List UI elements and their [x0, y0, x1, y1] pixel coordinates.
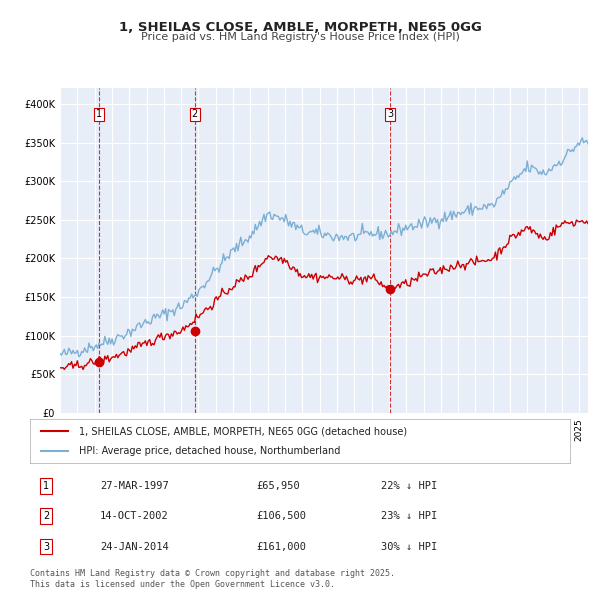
- Text: 23% ↓ HPI: 23% ↓ HPI: [381, 512, 437, 522]
- Text: £65,950: £65,950: [257, 481, 301, 491]
- Text: 1, SHEILAS CLOSE, AMBLE, MORPETH, NE65 0GG (detached house): 1, SHEILAS CLOSE, AMBLE, MORPETH, NE65 0…: [79, 427, 407, 436]
- Text: 3: 3: [43, 542, 49, 552]
- Text: 2: 2: [43, 512, 49, 522]
- Text: 1, SHEILAS CLOSE, AMBLE, MORPETH, NE65 0GG: 1, SHEILAS CLOSE, AMBLE, MORPETH, NE65 0…: [119, 21, 481, 34]
- Text: Contains HM Land Registry data © Crown copyright and database right 2025.
This d: Contains HM Land Registry data © Crown c…: [30, 569, 395, 589]
- Text: 3: 3: [387, 110, 393, 119]
- Text: £106,500: £106,500: [257, 512, 307, 522]
- Text: 30% ↓ HPI: 30% ↓ HPI: [381, 542, 437, 552]
- Text: 27-MAR-1997: 27-MAR-1997: [100, 481, 169, 491]
- Text: HPI: Average price, detached house, Northumberland: HPI: Average price, detached house, Nort…: [79, 446, 340, 455]
- Text: Price paid vs. HM Land Registry's House Price Index (HPI): Price paid vs. HM Land Registry's House …: [140, 32, 460, 42]
- Text: 14-OCT-2002: 14-OCT-2002: [100, 512, 169, 522]
- Text: £161,000: £161,000: [257, 542, 307, 552]
- Text: 1: 1: [95, 110, 101, 119]
- Text: 24-JAN-2014: 24-JAN-2014: [100, 542, 169, 552]
- Text: 22% ↓ HPI: 22% ↓ HPI: [381, 481, 437, 491]
- Text: 2: 2: [192, 110, 198, 119]
- Text: 1: 1: [43, 481, 49, 491]
